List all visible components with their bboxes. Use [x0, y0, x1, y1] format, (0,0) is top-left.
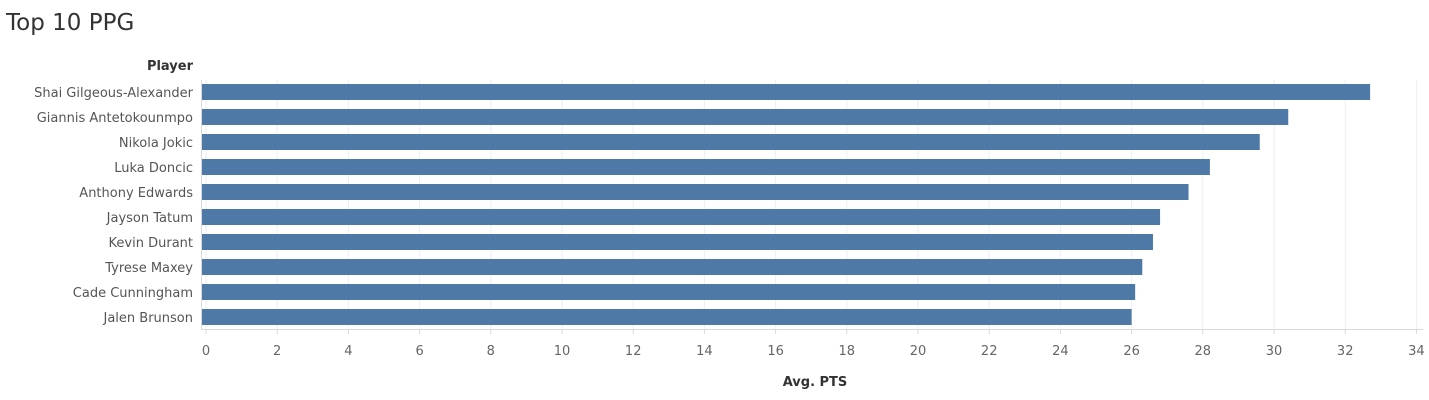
x-tick-label: 34	[1408, 344, 1425, 359]
x-tick-label: 20	[910, 344, 927, 359]
bar	[201, 109, 1289, 125]
bar	[201, 259, 1143, 275]
x-tick-label: 6	[415, 344, 423, 359]
x-tick-label: 32	[1337, 344, 1354, 359]
category-label: Luka Doncic	[114, 161, 193, 176]
x-tick-label: 8	[487, 344, 495, 359]
category-label: Nikola Jokic	[119, 136, 193, 151]
category-label: Anthony Edwards	[79, 186, 193, 201]
category-label: Cade Cunningham	[73, 286, 193, 301]
bar	[201, 209, 1161, 225]
category-label: Jalen Brunson	[103, 311, 194, 326]
x-axis-title: Avg. PTS	[783, 375, 848, 390]
x-tick-label: 28	[1195, 344, 1212, 359]
bar	[201, 309, 1132, 325]
category-label: Shai Gilgeous-Alexander	[34, 86, 194, 101]
x-tick-label: 2	[273, 344, 281, 359]
category-label: Tyrese Maxey	[104, 261, 193, 276]
bar	[201, 84, 1371, 100]
category-label: Giannis Antetokounmpo	[37, 111, 193, 126]
category-label: Jayson Tatum	[106, 211, 193, 226]
x-tick-label: 0	[202, 344, 210, 359]
bar	[201, 134, 1260, 150]
bar	[201, 159, 1210, 175]
category-label: Kevin Durant	[109, 236, 193, 251]
x-tick-label: 14	[696, 344, 713, 359]
bar	[201, 184, 1189, 200]
bar	[201, 234, 1153, 250]
row-header-player: Player	[146, 59, 193, 74]
chart-title: Top 10 PPG	[6, 10, 135, 36]
x-tick-label: 22	[981, 344, 998, 359]
bar	[201, 284, 1136, 300]
x-tick-label: 12	[625, 344, 642, 359]
x-tick-label: 30	[1266, 344, 1283, 359]
x-tick-label: 26	[1123, 344, 1140, 359]
x-tick-label: 16	[767, 344, 784, 359]
x-tick-label: 18	[839, 344, 856, 359]
x-tick-label: 24	[1052, 344, 1069, 359]
x-tick-label: 4	[344, 344, 352, 359]
x-tick-label: 10	[554, 344, 571, 359]
